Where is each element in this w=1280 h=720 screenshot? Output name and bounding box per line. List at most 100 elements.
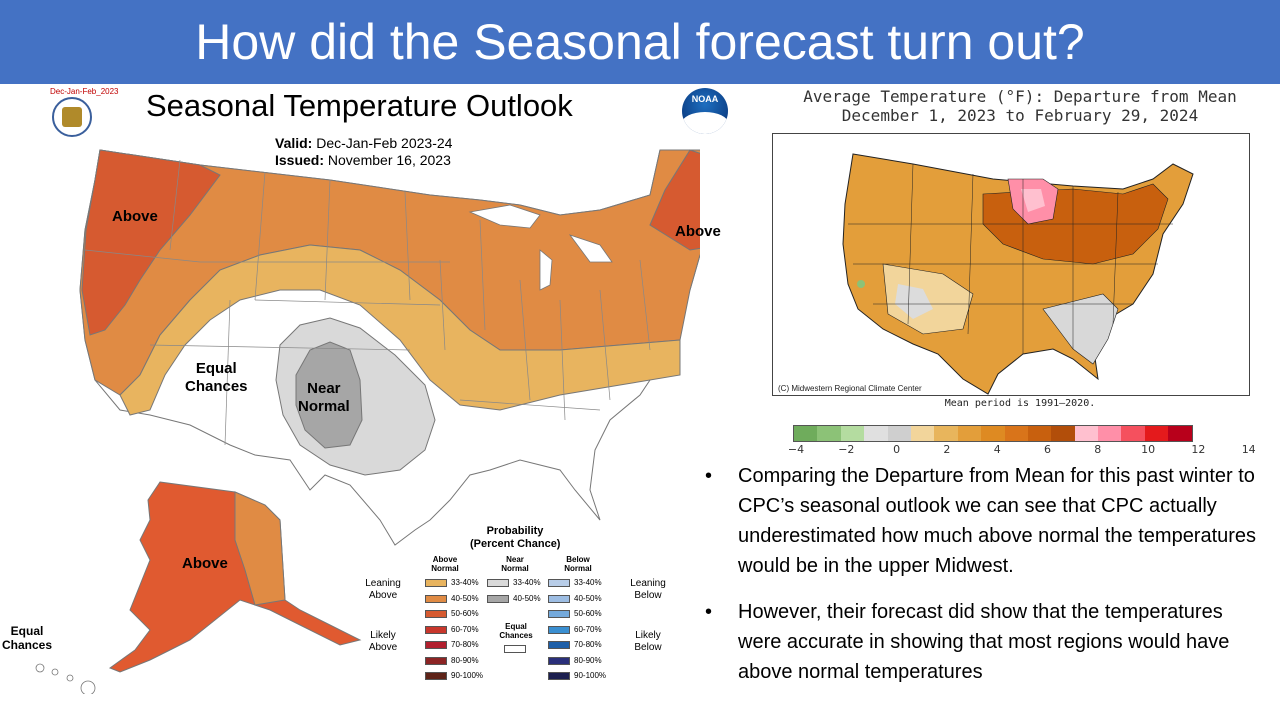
- legend-above-label: 50-60%: [451, 609, 479, 618]
- legend-above-label: 70-80%: [451, 640, 479, 649]
- legend-above-label: 60-70%: [451, 624, 479, 634]
- above-33-40-region: [119, 244, 681, 416]
- legend-below-swatch: [548, 672, 570, 680]
- bullet-item: • Comparing the Departure from Mean for t…: [705, 461, 1265, 581]
- departure-green-spot: [857, 280, 865, 288]
- noaa-logo-icon: NOAA: [682, 88, 728, 134]
- legend-below-label: 33-40%: [574, 578, 602, 587]
- great-lakes: [468, 204, 613, 291]
- colorbar-tick-label: 2: [943, 443, 951, 456]
- bullet-dot-icon: •: [705, 465, 713, 487]
- legend-below-label: 50-60%: [574, 609, 602, 618]
- outlook-code-tag: Dec-Jan-Feb_2023: [50, 87, 119, 96]
- colorbar-swatch: [981, 426, 1005, 441]
- legend-above-swatch: [425, 579, 447, 587]
- bullet-text: However, their forecast did show that th…: [738, 601, 1230, 683]
- colorbar-tick-label: −4: [787, 443, 805, 456]
- bullet-list: • Comparing the Departure from Mean for t…: [705, 461, 1265, 703]
- legend-col-above: Above Normal: [431, 555, 459, 574]
- legend-near-label: 40-50%: [513, 593, 541, 603]
- colorbar-swatch: [794, 426, 818, 441]
- departure-map: [772, 133, 1250, 396]
- colorbar-swatch: [1121, 426, 1145, 441]
- mrcc-credit: (C) Midwestern Regional Climate Center: [778, 384, 922, 393]
- legend-col-near: Near Normal: [501, 555, 529, 574]
- legend-below-swatch: [548, 656, 570, 665]
- colorbar-swatch: [817, 426, 841, 441]
- issued-line: Issued: November 16, 2023: [275, 152, 451, 168]
- colorbar-swatch: [957, 426, 982, 441]
- alaska-region: [108, 481, 362, 673]
- slide-title: How did the Seasonal forecast turn out?: [0, 0, 1280, 84]
- legend-above-label: 90-100%: [451, 671, 484, 680]
- legend-above-label: 40-50%: [451, 593, 479, 603]
- outlook-title: Seasonal Temperature Outlook: [146, 88, 573, 123]
- colorbar-swatch: [887, 426, 911, 441]
- legend-below-label: 40-50%: [574, 593, 602, 603]
- colorbar-tick-label: 14: [1241, 443, 1256, 456]
- legend-below-label: 80-90%: [574, 655, 602, 665]
- label-above-northwest: Above: [112, 208, 158, 225]
- legend-above-swatch: [425, 641, 447, 649]
- issued-value: November 16, 2023: [327, 152, 451, 168]
- legend-above-swatch: [425, 594, 447, 603]
- above-50-60-ne-region: [649, 149, 700, 251]
- legend-below-swatch: [548, 594, 570, 603]
- colorbar-tick-label: 8: [1094, 443, 1102, 456]
- colorbar-tick-label: −2: [838, 443, 855, 456]
- legend-above-label: 33-40%: [451, 578, 479, 587]
- legend-above-label: 80-90%: [451, 655, 479, 665]
- legend-below-label: 90-100%: [574, 671, 607, 680]
- departure-pink-core: [1021, 189, 1045, 212]
- colorbar-tick-label: 4: [993, 443, 1001, 456]
- legend-above-swatch: [425, 610, 447, 618]
- legend-equal-chances-box: [504, 645, 526, 653]
- colorbar-swatch: [864, 426, 888, 441]
- colorbar-swatch: [1074, 426, 1099, 441]
- legend-leaning-below: Leaning Below: [630, 578, 666, 601]
- colorbar-tick-label: 0: [893, 443, 901, 456]
- departure-title-line2: December 1, 2023 to February 29, 2024: [841, 106, 1199, 125]
- colorbar-swatch: [1027, 426, 1052, 441]
- legend-below-swatch: [548, 625, 570, 634]
- label-above-northeast: Above: [675, 223, 721, 240]
- legend-col-below: Below Normal: [564, 555, 592, 574]
- valid-label: Valid:: [275, 135, 313, 151]
- legend-equal-chances: Equal Chances: [499, 622, 533, 641]
- departure-southwest-gray: [895, 284, 933, 319]
- label-above-alaska: Above: [182, 555, 228, 572]
- legend-above-swatch: [425, 625, 447, 634]
- legend-below-swatch: [548, 579, 570, 587]
- legend-near-label: 33-40%: [513, 578, 541, 587]
- near-40-50-region: [295, 341, 363, 449]
- legend-above-swatch: [425, 656, 447, 665]
- hawaii-islands: [35, 663, 96, 694]
- noaa-logo-text: NOAA: [691, 94, 719, 104]
- above-50-60-nw-region: [81, 149, 221, 336]
- departure-title: Average Temperature (°F): Departure from…: [770, 87, 1270, 125]
- departure-map-svg: [842, 153, 1194, 395]
- legend-near-swatch: [487, 594, 509, 603]
- bullet-text: Comparing the Departure from Mean for th…: [738, 465, 1257, 577]
- colorbar-swatch: [1144, 426, 1169, 441]
- label-near-normal: Near Normal: [298, 380, 350, 415]
- colorbar-tick-label: 10: [1141, 443, 1156, 456]
- legend-below-swatch: [548, 610, 570, 618]
- valid-value: Dec-Jan-Feb 2023-24: [316, 135, 453, 151]
- colorbar-swatch: [1098, 426, 1122, 441]
- department-seal-icon: [52, 97, 92, 137]
- colorbar-swatch: [934, 426, 958, 441]
- legend-below-label: 60-70%: [574, 624, 602, 634]
- issued-label: Issued:: [275, 152, 325, 168]
- colorbar-swatch: [1051, 426, 1075, 441]
- legend-above-swatch: [425, 672, 447, 680]
- departure-title-line1: Average Temperature (°F): Departure from…: [803, 87, 1237, 106]
- departure-colorbar: [793, 425, 1193, 442]
- legend-title: Probability (Percent Chance): [470, 525, 561, 550]
- alaska-above-40-50-region: [234, 491, 286, 606]
- colorbar-tick-label: 6: [1044, 443, 1051, 456]
- mean-period: Mean period is 1991–2020.: [944, 398, 1096, 409]
- label-equal-chances: Equal Chances: [185, 360, 248, 395]
- legend-likely-above: Likely Above: [368, 630, 398, 653]
- bullet-item: • However, their forecast did show that t…: [705, 597, 1265, 687]
